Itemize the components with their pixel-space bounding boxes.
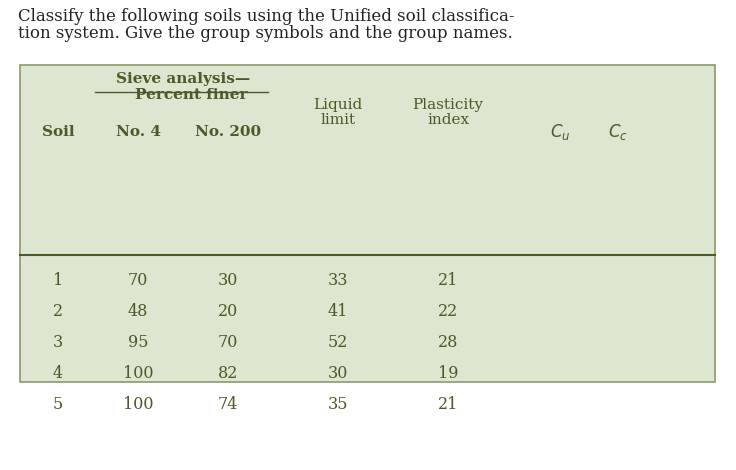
Text: 2: 2 xyxy=(53,303,63,320)
Text: 1: 1 xyxy=(53,272,63,289)
Text: Plasticity: Plasticity xyxy=(412,98,484,112)
Text: 41: 41 xyxy=(328,303,348,320)
Text: 82: 82 xyxy=(218,365,238,382)
Text: Classify the following soils using the Unified soil classifica-: Classify the following soils using the U… xyxy=(18,8,514,25)
Text: Sieve analysis—: Sieve analysis— xyxy=(116,72,250,86)
Text: 30: 30 xyxy=(218,272,238,289)
Text: 48: 48 xyxy=(128,303,148,320)
Text: 28: 28 xyxy=(438,334,459,351)
Text: 70: 70 xyxy=(218,334,238,351)
Text: 5: 5 xyxy=(53,396,63,413)
Text: 100: 100 xyxy=(123,396,153,413)
Text: 22: 22 xyxy=(438,303,458,320)
Text: tion system. Give the group symbols and the group names.: tion system. Give the group symbols and … xyxy=(18,25,513,42)
Text: 19: 19 xyxy=(438,365,459,382)
Text: $C_c$: $C_c$ xyxy=(608,122,628,142)
Text: 21: 21 xyxy=(438,272,459,289)
Text: Soil: Soil xyxy=(42,125,74,139)
Text: No. 4: No. 4 xyxy=(116,125,160,139)
Text: 21: 21 xyxy=(438,396,459,413)
Text: 35: 35 xyxy=(328,396,348,413)
Text: No. 200: No. 200 xyxy=(195,125,261,139)
Text: Percent finer: Percent finer xyxy=(135,88,247,102)
Text: 52: 52 xyxy=(328,334,348,351)
Text: 3: 3 xyxy=(53,334,63,351)
Text: 74: 74 xyxy=(218,396,238,413)
FancyBboxPatch shape xyxy=(20,65,715,382)
Text: 20: 20 xyxy=(218,303,238,320)
Text: 30: 30 xyxy=(328,365,348,382)
Text: 95: 95 xyxy=(128,334,148,351)
Text: 4: 4 xyxy=(53,365,63,382)
Text: $C_u$: $C_u$ xyxy=(550,122,570,142)
Text: limit: limit xyxy=(320,113,355,127)
Text: Liquid: Liquid xyxy=(314,98,363,112)
Text: 100: 100 xyxy=(123,365,153,382)
Text: 33: 33 xyxy=(328,272,348,289)
Text: index: index xyxy=(427,113,469,127)
Text: 70: 70 xyxy=(128,272,148,289)
